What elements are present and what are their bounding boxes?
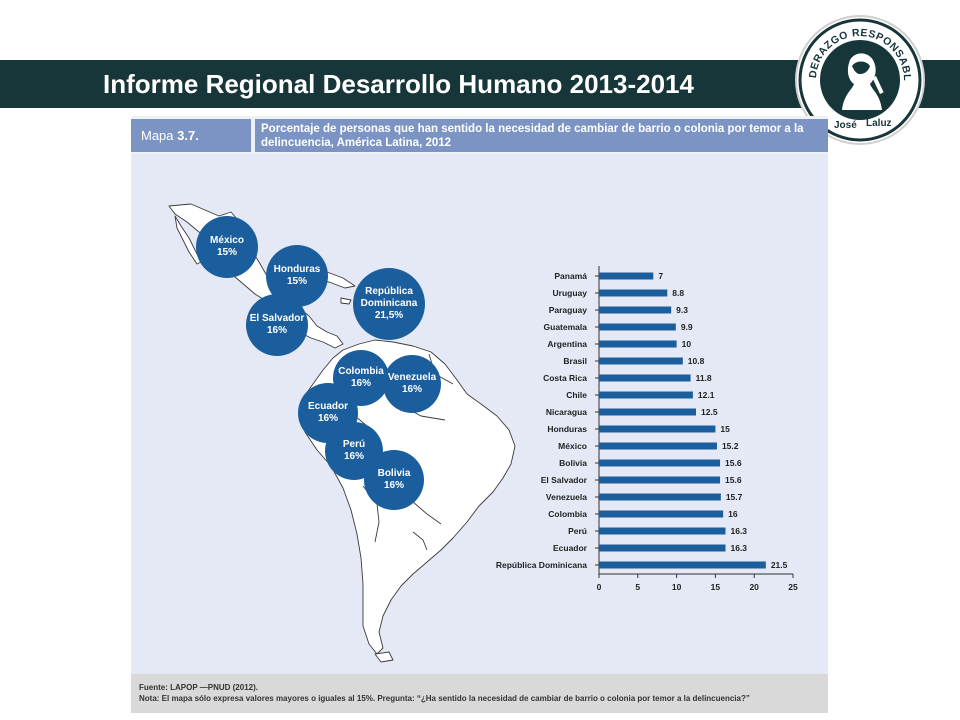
- category-label-el-salvador: El Salvador: [541, 475, 588, 485]
- value-label-chile: 12.1: [698, 390, 715, 400]
- value-label-peru: 16.3: [730, 526, 747, 536]
- bar-argentina: [599, 340, 677, 348]
- map-area: Panamá 7 Uruguay 8.8 Paraguay 9.3 Guatemala 9.9…: [131, 154, 828, 674]
- bubble-bolivia-value: 16%: [383, 480, 404, 491]
- bar-ecuador: [599, 544, 726, 552]
- category-label-colombia: Colombia: [548, 509, 587, 519]
- bar-chile: [599, 391, 693, 399]
- x-tick-label-5: 5: [635, 582, 640, 592]
- bar-nicaragua: [599, 408, 696, 416]
- bar-mexico: [599, 442, 717, 450]
- bubble-colombia-name: Colombia: [338, 366, 384, 377]
- category-label-paraguay: Paraguay: [549, 305, 588, 315]
- value-label-mexico: 15.2: [722, 441, 739, 451]
- bar-panama: [599, 272, 654, 280]
- bubble-el-salvador: El Salvador 16%: [246, 294, 308, 356]
- category-label-peru: Perú: [568, 526, 587, 536]
- bar-republica-dominicana: [599, 561, 766, 569]
- liderazgo-logo: LIDERAZGO RESPONSABLE José Laluz: [794, 14, 925, 145]
- bubble-mexico-value: 15%: [216, 247, 237, 258]
- bar-venezuela: [599, 493, 721, 501]
- bar-uruguay: [599, 289, 668, 297]
- category-label-panama: Panamá: [554, 271, 587, 281]
- category-label-guatemala: Guatemala: [544, 322, 588, 332]
- bubble-colombia-value: 16%: [350, 378, 371, 389]
- value-label-panama: 7: [658, 271, 663, 281]
- bubble-peru-name: Perú: [342, 439, 366, 450]
- bubble-mexico-name: México: [210, 235, 244, 246]
- x-tick-label-10: 10: [672, 582, 682, 592]
- bar-honduras: [599, 425, 716, 433]
- value-label-republica-dominicana: 21.5: [771, 560, 788, 570]
- bar-brasil: [599, 357, 683, 365]
- bubble-ecuador-value: 16%: [317, 413, 338, 424]
- category-label-nicaragua: Nicaragua: [546, 407, 587, 417]
- value-label-colombia: 16: [728, 509, 738, 519]
- value-label-argentina: 10: [682, 339, 692, 349]
- map-figure: Mapa 3.7. Porcentaje de personas que han…: [131, 116, 828, 713]
- bar-guatemala: [599, 323, 676, 331]
- bubble-venezuela-value: 16%: [401, 384, 422, 395]
- page-title: Informe Regional Desarrollo Humano 2013-…: [103, 69, 694, 99]
- category-label-honduras: Honduras: [547, 424, 587, 434]
- bubble-rd-value: 21,5%: [374, 310, 404, 321]
- bar-peru: [599, 527, 726, 535]
- x-tick-label-15: 15: [711, 582, 721, 592]
- value-label-guatemala: 9.9: [681, 322, 693, 332]
- logo-name-last: Laluz: [866, 118, 892, 129]
- category-label-chile: Chile: [566, 390, 587, 400]
- bubble-venezuela: Venezuela 16%: [383, 355, 441, 413]
- value-label-costa-rica: 11.8: [696, 373, 712, 383]
- bar-el-salvador: [599, 476, 721, 484]
- category-label-ecuador: Ecuador: [553, 543, 588, 553]
- bubble-el-salvador-value: 16%: [266, 325, 287, 336]
- bubble-bolivia: Bolivia 16%: [364, 450, 424, 510]
- bubble-bolivia-name: Bolivia: [377, 468, 411, 479]
- bubble-peru-value: 16%: [343, 451, 364, 462]
- bar-bolivia: [599, 459, 721, 467]
- bubble-ecuador-name: Ecuador: [307, 401, 348, 412]
- bubble-venezuela-name: Venezuela: [387, 372, 437, 383]
- figure-tag-label: Mapa: [141, 128, 174, 143]
- logo-name-first: José: [834, 120, 857, 131]
- figure-tag-number: 3.7.: [177, 128, 199, 143]
- category-label-argentina: Argentina: [547, 339, 587, 349]
- x-tick-label-20: 20: [749, 582, 759, 592]
- value-label-brasil: 10.8: [688, 356, 705, 366]
- bubble-mexico: México 15%: [196, 216, 258, 278]
- category-label-mexico: México: [558, 441, 587, 451]
- x-tick-label-25: 25: [788, 582, 798, 592]
- value-label-nicaragua: 12.5: [701, 407, 718, 417]
- category-label-bolivia: Bolivia: [559, 458, 587, 468]
- value-label-bolivia: 15.6: [725, 458, 742, 468]
- figure-note: Nota: El mapa sólo expresa valores mayor…: [139, 694, 750, 703]
- value-label-venezuela: 15.7: [726, 492, 743, 502]
- value-label-el-salvador: 15.6: [725, 475, 742, 485]
- figure-source: Fuente: LAPOP —PNUD (2012).: [139, 683, 258, 692]
- bar-colombia: [599, 510, 724, 518]
- x-tick-label-0: 0: [597, 582, 602, 592]
- category-label-republica-dominicana: República Dominicana: [496, 560, 587, 570]
- value-label-ecuador: 16.3: [730, 543, 747, 553]
- bar-paraguay: [599, 306, 672, 314]
- category-label-costa-rica: Costa Rica: [543, 373, 587, 383]
- figure-title: Porcentaje de personas que han sentido l…: [255, 119, 828, 152]
- value-label-uruguay: 8.8: [672, 288, 684, 298]
- figure-tag: Mapa 3.7.: [131, 119, 251, 152]
- category-label-uruguay: Uruguay: [553, 288, 588, 298]
- bubble-el-salvador-name: El Salvador: [249, 313, 305, 324]
- category-label-venezuela: Venezuela: [546, 492, 587, 502]
- figure-header: Mapa 3.7. Porcentaje de personas que han…: [131, 116, 828, 154]
- bubble-rd-name: República Dominicana: [360, 286, 418, 309]
- category-label-brasil: Brasil: [563, 356, 587, 366]
- bubble-honduras-value: 15%: [286, 276, 307, 287]
- bar-chart: Panamá 7 Uruguay 8.8 Paraguay 9.3 Guatemala 9.9…: [496, 266, 798, 592]
- value-label-honduras: 15: [720, 424, 730, 434]
- figure-footer: Fuente: LAPOP —PNUD (2012). Nota: El map…: [131, 674, 828, 713]
- bubble-honduras-name: Honduras: [273, 264, 321, 275]
- value-label-paraguay: 9.3: [676, 305, 688, 315]
- bubble-republica-dominicana: República Dominicana 21,5%: [353, 268, 425, 340]
- bar-costa-rica: [599, 374, 691, 382]
